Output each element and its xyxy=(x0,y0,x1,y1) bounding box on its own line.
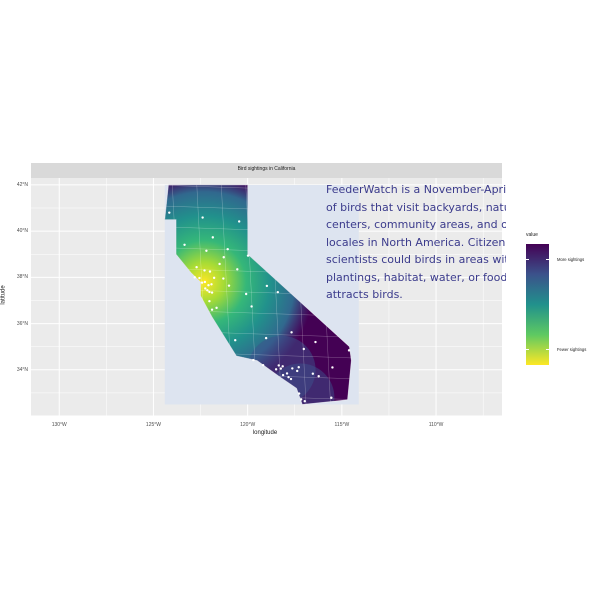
sighting-point xyxy=(279,367,283,370)
map-svg xyxy=(31,178,502,416)
sighting-point xyxy=(222,277,225,280)
x-tick-label: 120°W xyxy=(240,422,256,428)
map-panel xyxy=(31,178,502,416)
sighting-point xyxy=(210,308,214,311)
x-tick-label: 110°W xyxy=(428,422,444,428)
sighting-point xyxy=(246,254,250,257)
sighting-point xyxy=(227,284,231,287)
x-tick-label: 115°W xyxy=(334,422,350,428)
y-tick-label: 36°N xyxy=(16,320,28,327)
sighting-point xyxy=(302,347,306,351)
sighting-point xyxy=(206,289,209,292)
x-axis-title: longitude xyxy=(252,430,278,436)
sighting-points xyxy=(168,211,351,403)
sighting-point xyxy=(290,331,293,334)
sighting-point xyxy=(347,349,351,352)
state-outline xyxy=(164,184,352,405)
sighting-point xyxy=(204,287,207,290)
sighting-point xyxy=(297,366,300,369)
y-tick-label: 42°N xyxy=(16,181,28,188)
legend-tick-mark xyxy=(546,259,549,260)
sighting-point xyxy=(314,340,317,344)
sighting-point xyxy=(281,365,284,368)
sighting-point xyxy=(244,292,248,296)
sighting-point xyxy=(215,306,218,310)
legend-title: value xyxy=(526,232,538,238)
legend-tick-mark xyxy=(526,259,529,260)
legend-colorbar xyxy=(526,244,549,365)
sighting-point xyxy=(265,284,269,288)
sighting-point xyxy=(203,280,207,284)
sighting-point xyxy=(168,211,171,214)
sighting-point xyxy=(264,336,268,340)
sighting-point xyxy=(208,299,211,303)
sighting-point xyxy=(208,290,211,294)
sighting-point xyxy=(277,364,280,367)
sighting-point xyxy=(317,375,320,378)
y-tick-label: 38°N xyxy=(16,274,28,281)
sighting-point xyxy=(252,358,255,362)
annotation-text: FeederWatch is a November-April sur of b… xyxy=(326,183,506,301)
sighting-point xyxy=(299,398,303,401)
sighting-point xyxy=(311,372,315,375)
sighting-point xyxy=(287,375,290,379)
sighting-point xyxy=(210,283,213,286)
sighting-point xyxy=(237,220,241,223)
facet-strip: Bird sightings in California xyxy=(31,163,502,178)
sighting-point xyxy=(303,400,306,403)
x-tick-label: 125°W xyxy=(145,422,161,428)
sighting-point xyxy=(195,265,198,269)
sighting-point xyxy=(205,249,208,252)
x-tick-label: 130°W xyxy=(51,422,67,428)
sighting-point xyxy=(236,268,239,271)
sighting-point xyxy=(203,269,206,272)
chart-title: Bird sightings in California xyxy=(237,166,296,172)
sighting-point xyxy=(296,369,299,373)
sighting-point xyxy=(281,373,285,377)
sighting-point xyxy=(261,363,265,367)
sighting-point xyxy=(285,372,289,375)
legend-label-more: More sightings xyxy=(557,257,585,262)
sighting-point xyxy=(208,270,212,273)
sighting-point xyxy=(234,339,237,342)
sighting-point xyxy=(212,276,216,280)
y-tick-label: 34°N xyxy=(16,366,28,373)
sighting-point xyxy=(207,284,210,287)
legend-tick-mark xyxy=(546,349,549,350)
sighting-point xyxy=(331,366,334,369)
sighting-point xyxy=(201,216,204,219)
sighting-point xyxy=(250,305,253,308)
sighting-point xyxy=(198,276,201,280)
sighting-point xyxy=(226,247,229,251)
y-axis-title: latitude xyxy=(0,285,7,305)
sighting-point xyxy=(276,290,280,294)
sighting-point xyxy=(200,281,204,284)
sighting-point xyxy=(274,368,278,371)
sighting-point xyxy=(222,256,225,259)
sighting-point xyxy=(291,367,294,370)
sighting-point xyxy=(218,262,221,266)
sighting-point xyxy=(330,396,333,399)
y-tick-label: 40°N xyxy=(16,228,28,235)
sighting-point xyxy=(297,392,301,395)
sighting-point xyxy=(183,243,186,246)
legend-tick-mark xyxy=(526,349,529,350)
legend-label-fewer: Fewer sightings xyxy=(557,347,587,352)
sighting-point xyxy=(211,236,215,239)
sighting-point xyxy=(210,291,214,294)
sighting-point xyxy=(289,377,293,381)
sighting-point xyxy=(193,276,196,279)
